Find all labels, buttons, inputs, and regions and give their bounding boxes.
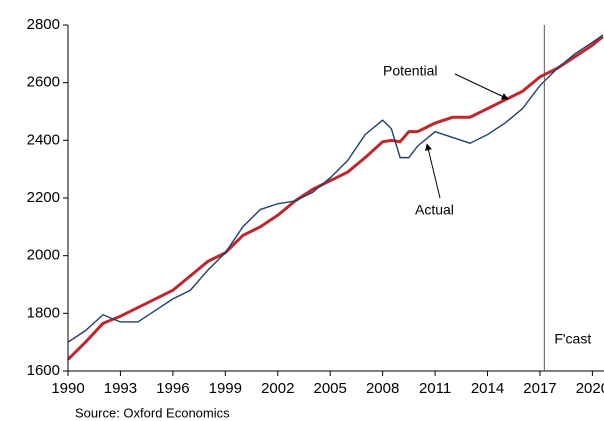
arrow [454, 73, 509, 100]
annotation: Potential [383, 63, 437, 79]
annotation: Actual [415, 202, 454, 218]
x-tick-label: 1993 [104, 380, 137, 397]
series-line [68, 34, 604, 343]
x-tick-label: 2014 [471, 380, 504, 397]
x-tick-label: 2005 [314, 380, 347, 397]
x-tick-label: 2011 [419, 380, 451, 397]
y-tick-label: 2400 [27, 131, 60, 148]
y-tick-label: 2200 [27, 189, 60, 206]
y-tick-label: 1800 [27, 304, 60, 321]
x-tick-label: 2020 [576, 380, 604, 397]
y-tick-label: 2600 [27, 74, 60, 91]
x-tick-label: 2017 [523, 380, 556, 397]
forecast-label: F'cast [554, 331, 591, 347]
x-tick-label: 1990 [51, 380, 84, 397]
y-tick-label: 2000 [27, 247, 60, 264]
x-tick-label: 2002 [261, 380, 294, 397]
x-tick-label: 1999 [209, 380, 242, 397]
x-tick-label: 1996 [156, 380, 189, 397]
y-tick-label: 2800 [27, 16, 60, 33]
arrow [425, 143, 441, 199]
plot-area: F'cast [68, 34, 604, 361]
series-line [68, 35, 604, 361]
y-tick-label: 1600 [27, 362, 60, 379]
source: Source: Oxford Economics [75, 405, 230, 420]
x-tick-label: 2008 [366, 380, 399, 397]
